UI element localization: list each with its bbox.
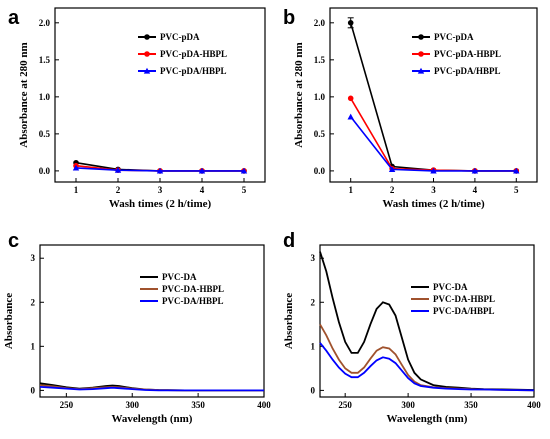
plot-frame (39, 244, 265, 398)
x-tick-label: 300 (401, 400, 415, 410)
legend-entry: PVC-pDA/HBPL (434, 66, 501, 76)
x-tick-label: 2 (116, 185, 121, 195)
legend-marker (143, 67, 151, 74)
legend-entry: PVC-DA (433, 282, 468, 292)
x-tick-label: 4 (200, 185, 205, 195)
legend-entry: PVC-DA-HBPL (433, 294, 495, 304)
x-tick-label: 1 (74, 185, 79, 195)
y-tick-label: 1.0 (314, 92, 326, 102)
y-axis-label: Absorbance at 280 nm (293, 42, 305, 147)
y-axis-label: Absorbance (3, 293, 15, 349)
y-tick-label: 2.0 (39, 18, 51, 28)
x-tick-label: 2 (390, 185, 395, 195)
data-point (114, 166, 122, 173)
y-tick-label: 2 (311, 297, 316, 307)
legend-entry: PVC-DA (162, 272, 197, 282)
y-axis-label: Absorbance (283, 293, 295, 349)
x-tick-label: 250 (338, 400, 352, 410)
x-tick-label: 3 (431, 185, 436, 195)
data-point (347, 95, 354, 102)
data-point (471, 167, 479, 174)
legend-entry: PVC-pDA-HBPL (434, 49, 501, 59)
y-tick-label: 2 (31, 297, 36, 307)
data-point (388, 166, 396, 173)
x-axis-label: Wavelength (nm) (112, 413, 193, 425)
panel-b: b 1 2 3 4 5 0.0 0.5 1.0 1.5 2.0 Wash times (2 h/tim… (283, 7, 538, 210)
y-tick-label: 0 (311, 385, 316, 395)
legend-entry: PVC-pDA (160, 32, 200, 42)
plot-frame (319, 244, 535, 398)
x-tick-label: 1 (348, 185, 353, 195)
data-point (430, 167, 437, 174)
y-tick-label: 3 (31, 253, 36, 263)
x-tick-label: 350 (464, 400, 478, 410)
x-tick-label: 300 (125, 400, 139, 410)
y-tick-label: 0 (31, 385, 36, 395)
panel-a: a 1 2 3 4 5 0.0 0.5 1.0 1.5 2.0 Wash times (2 h/tim… (8, 7, 266, 210)
y-tick-label: 1.5 (39, 55, 51, 65)
x-tick-label: 350 (191, 400, 205, 410)
legend-marker (144, 34, 150, 40)
y-tick-label: 1 (31, 341, 36, 351)
legend-marker (418, 51, 424, 57)
y-tick-label: 1.5 (314, 55, 326, 65)
y-axis-label: Absorbance at 280 nm (18, 42, 30, 147)
x-tick-label: 5 (514, 185, 519, 195)
panel-c: c 250 300 350 400 0 1 2 3 Wavelength (nm) Absorban… (3, 230, 271, 425)
y-tick-label: 0.0 (39, 166, 51, 176)
x-axis-label: Wavelength (nm) (387, 413, 468, 425)
legend-entry: PVC-pDA/HBPL (160, 66, 227, 76)
y-tick-label: 1.0 (39, 92, 51, 102)
y-tick-label: 0.5 (39, 129, 51, 139)
x-tick-label: 4 (473, 185, 478, 195)
panel-letter: b (283, 7, 295, 29)
panel-d: d 250 300 350 400 0 1 2 3 Wavelength (nm) Absorban… (283, 230, 541, 425)
x-tick-label: 400 (257, 400, 271, 410)
y-tick-label: 0.0 (314, 166, 326, 176)
series-line (319, 251, 535, 391)
data-point (347, 20, 354, 26)
panel-letter: d (283, 230, 295, 252)
panel-letter: c (8, 230, 19, 252)
legend-marker (144, 51, 150, 57)
x-tick-label: 3 (158, 185, 163, 195)
x-axis-label: Wash times (2 h/time) (109, 198, 212, 210)
x-axis-label: Wash times (2 h/time) (382, 198, 485, 210)
legend-entry: PVC-pDA-HBPL (160, 49, 227, 59)
x-tick-label: 400 (527, 400, 541, 410)
data-point (156, 167, 164, 174)
y-tick-label: 0.5 (314, 129, 326, 139)
legend-entry: PVC-DA/HBPL (433, 306, 495, 316)
series-line (350, 116, 517, 172)
y-tick-label: 1 (311, 341, 316, 351)
series-line (319, 342, 535, 392)
series-line (39, 386, 264, 392)
series-line (319, 323, 535, 392)
x-tick-label: 5 (242, 185, 247, 195)
y-tick-label: 3 (311, 253, 316, 263)
data-point (198, 167, 206, 174)
legend-entry: PVC-DA/HBPL (162, 296, 224, 306)
legend-entry: PVC-DA-HBPL (162, 284, 224, 294)
panel-letter: a (8, 7, 20, 29)
data-point (347, 113, 354, 120)
data-point (72, 164, 80, 171)
legend-marker (418, 34, 424, 40)
y-tick-label: 2.0 (314, 18, 326, 28)
data-point (240, 167, 248, 174)
legend-marker (417, 67, 425, 74)
legend-entry: PVC-pDA (434, 32, 474, 42)
data-point (513, 167, 520, 174)
x-tick-label: 250 (60, 400, 74, 410)
